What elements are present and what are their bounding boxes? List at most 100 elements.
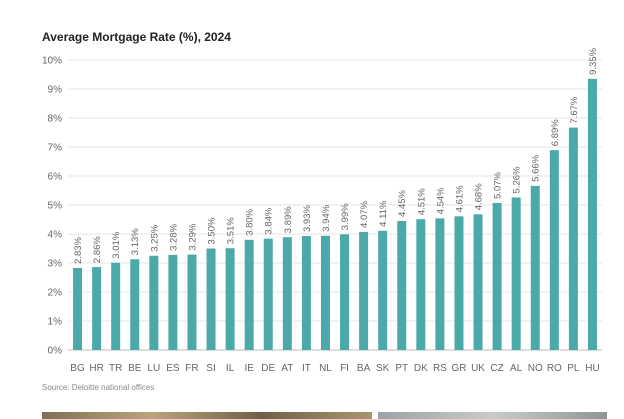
- bar-hr: [92, 267, 102, 350]
- data-label: 9.35%: [588, 47, 599, 74]
- bar-rs: [435, 218, 445, 350]
- photo-strip: [42, 412, 607, 419]
- x-axis-ticks: BG HR TR BE LU ES FR SI IL IE DE AT IT NL FI BA SK PT DK RS…: [70, 363, 599, 374]
- x-tick-label: FR: [185, 363, 198, 374]
- x-tick-label: IL: [226, 363, 235, 374]
- data-label: 2.86%: [92, 236, 103, 263]
- data-label: 5.66%: [531, 154, 542, 181]
- data-label: 3.84%: [264, 207, 275, 234]
- bar-it: [301, 236, 311, 350]
- y-tick-label: 10%: [42, 56, 62, 67]
- y-tick-label: 0%: [48, 346, 63, 357]
- y-tick-label: 9%: [48, 85, 63, 96]
- bar-dk: [416, 219, 426, 350]
- x-tick-label: BE: [128, 363, 142, 374]
- x-tick-label: DE: [261, 363, 275, 374]
- data-label: 3.80%: [245, 208, 256, 235]
- bar-ba: [359, 231, 369, 350]
- x-tick-label: SI: [206, 363, 215, 374]
- data-label: 3.28%: [168, 223, 179, 250]
- bar-uk: [473, 214, 483, 350]
- data-label: 4.45%: [397, 189, 408, 216]
- bar-pl: [568, 127, 578, 350]
- bar-hu: [587, 78, 597, 350]
- bar-bg: [73, 267, 83, 350]
- data-label: 4.68%: [474, 183, 485, 210]
- data-label: 4.11%: [378, 200, 389, 227]
- data-label: 3.29%: [187, 223, 198, 250]
- x-tick-label: CZ: [490, 363, 503, 374]
- bar-nl: [320, 235, 330, 350]
- x-tick-label: NL: [319, 363, 332, 374]
- bar-lu: [149, 255, 159, 350]
- data-label: 6.89%: [550, 119, 561, 146]
- bar-fi: [340, 234, 350, 350]
- x-tick-label: UK: [471, 363, 485, 374]
- data-label: 3.94%: [321, 204, 332, 231]
- x-tick-label: TR: [109, 363, 122, 374]
- bar-ie: [244, 239, 254, 350]
- y-tick-label: 2%: [48, 288, 63, 299]
- bar-de: [263, 238, 273, 350]
- y-axis-ticks: 0% 1% 2% 3% 4% 5% 6% 7% 8% 9% 10%: [42, 56, 62, 357]
- bars: [73, 78, 597, 350]
- x-tick-label: IT: [302, 363, 311, 374]
- bar-tr: [111, 262, 121, 350]
- bar-il: [225, 248, 235, 350]
- x-tick-label: BG: [70, 363, 85, 374]
- bar-es: [168, 254, 178, 350]
- chart-title: Average Mortgage Rate (%), 2024: [42, 30, 231, 44]
- data-label: 3.99%: [340, 203, 351, 230]
- bar-al: [511, 197, 521, 350]
- bar-ro: [549, 150, 559, 350]
- x-tick-label: PL: [567, 363, 580, 374]
- y-tick-label: 6%: [48, 172, 63, 183]
- x-tick-label: FI: [340, 363, 349, 374]
- x-tick-label: RO: [547, 363, 562, 374]
- x-tick-label: HU: [585, 363, 599, 374]
- y-tick-label: 5%: [48, 201, 63, 212]
- data-label: 5.07%: [493, 171, 504, 198]
- data-label: 3.50%: [207, 217, 218, 244]
- data-label: 3.01%: [111, 231, 122, 258]
- bar-pt: [397, 220, 407, 350]
- data-label: 3.89%: [283, 206, 294, 233]
- x-tick-label: DK: [414, 363, 428, 374]
- photo-thumbnail: [378, 412, 607, 419]
- x-tick-label: AT: [281, 363, 293, 374]
- bar-be: [130, 259, 140, 350]
- bar-no: [530, 185, 540, 350]
- bar-sk: [378, 230, 388, 350]
- x-tick-label: BA: [357, 363, 371, 374]
- data-label: 3.51%: [226, 217, 237, 244]
- data-label: 7.67%: [569, 96, 580, 123]
- x-tick-label: SK: [376, 363, 390, 374]
- y-tick-label: 4%: [48, 230, 63, 241]
- bar-at: [282, 237, 292, 350]
- x-tick-label: ES: [166, 363, 180, 374]
- x-tick-label: HR: [89, 363, 103, 374]
- y-tick-label: 7%: [48, 143, 63, 154]
- bar-gr: [454, 216, 464, 350]
- y-tick-label: 8%: [48, 114, 63, 125]
- bar-fr: [187, 254, 197, 350]
- y-tick-label: 1%: [48, 317, 63, 328]
- x-tick-label: GR: [451, 363, 466, 374]
- data-label: 4.61%: [454, 185, 465, 212]
- x-tick-label: IE: [244, 363, 254, 374]
- bar-si: [206, 248, 216, 350]
- data-label: 3.13%: [130, 228, 141, 255]
- x-tick-label: NO: [528, 363, 543, 374]
- data-label: 2.83%: [73, 236, 84, 263]
- x-tick-label: AL: [510, 363, 523, 374]
- data-labels: 2.83% 2.86% 3.01% 3.13% 3.25% 3.28% 3.29% 3.50%…: [73, 47, 599, 264]
- data-label: 4.54%: [435, 187, 446, 214]
- source-note: Source: Deloitte national offices: [42, 383, 155, 392]
- x-tick-label: PT: [395, 363, 408, 374]
- y-tick-label: 3%: [48, 259, 63, 270]
- bar-cz: [492, 202, 502, 350]
- data-label: 3.93%: [302, 205, 313, 232]
- x-tick-label: RS: [433, 363, 447, 374]
- data-label: 5.26%: [512, 166, 523, 193]
- photo-thumbnail: [42, 412, 372, 419]
